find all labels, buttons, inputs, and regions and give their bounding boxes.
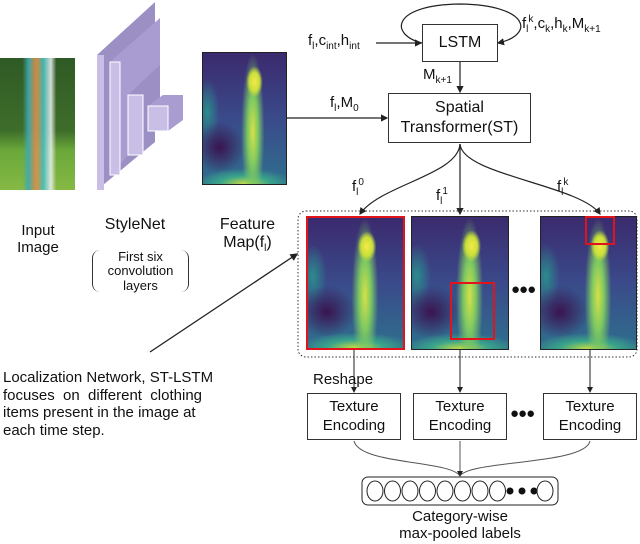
lstm-output-label: Mk+1 [423, 66, 452, 86]
attention-region [585, 216, 615, 245]
label-circle [384, 480, 401, 502]
label-circle [419, 480, 436, 502]
lstm-input-label: fl,cint,hint [308, 32, 360, 52]
label-circle [454, 480, 471, 502]
texture-encoding-box: Texture Encoding [543, 393, 637, 440]
ellipsis: ●●● [511, 281, 536, 298]
branch-label: fl1 [436, 186, 448, 207]
st-input-label: fl,M0 [330, 94, 359, 114]
attended-map-k [540, 216, 637, 350]
ellipsis: ●●● [510, 405, 535, 422]
labels-caption: Category-wise max-pooled labels [399, 508, 521, 543]
lstm-loop-label: flk,ck,hk,Mk+1 [522, 14, 601, 35]
stylenet-icon [97, 2, 183, 190]
input-image [0, 58, 75, 190]
texture-encoding-box: Texture Encoding [413, 393, 507, 440]
stylenet-note: First six convolution layers [92, 249, 189, 292]
stylenet-title: StyleNet [104, 216, 166, 233]
branch-label: flk [557, 177, 569, 198]
label-circle [536, 480, 554, 502]
feature-map-label: Feature Map(fl) [219, 216, 276, 255]
label-circle [489, 480, 506, 502]
attention-region [450, 282, 495, 340]
lstm-box: LSTM [422, 24, 498, 62]
attended-map-0 [306, 216, 405, 350]
ellipsis-dot [506, 487, 514, 495]
ellipsis-dot [518, 487, 526, 495]
feature-map [202, 52, 287, 185]
reshape-label: Reshape [313, 371, 374, 388]
ellipsis-dot [530, 487, 538, 495]
label-circle [471, 480, 489, 502]
input-image-label: Input Image [17, 222, 59, 257]
spatial-transformer-box: Spatial Transformer(ST) [388, 93, 531, 143]
branch-label: fl0 [352, 177, 364, 198]
label-circle [401, 480, 419, 502]
label-circle [366, 480, 384, 502]
localization-description: Localization Network, ST-LSTM focuses on … [3, 369, 214, 440]
label-circle [436, 480, 454, 502]
localization-group [297, 210, 638, 358]
label-circles [366, 480, 554, 502]
lstm-loop-arrow [400, 3, 522, 46]
texture-encoding-box: Texture Encoding [307, 393, 401, 440]
